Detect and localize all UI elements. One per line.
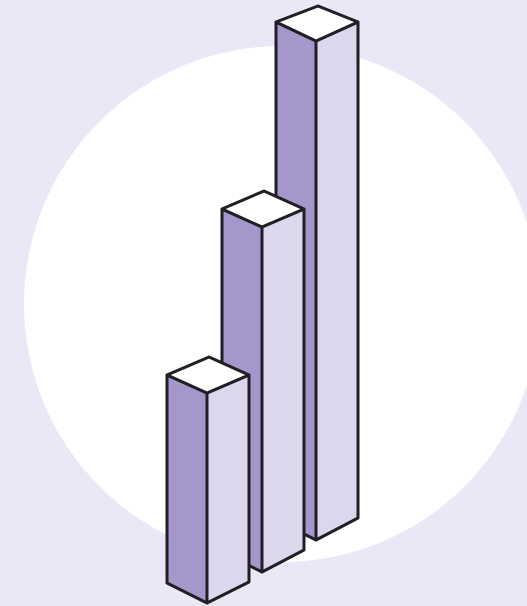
bar-side-right bbox=[205, 373, 251, 605]
bar-side-right bbox=[260, 207, 306, 574]
bar-top bbox=[220, 189, 306, 229]
bar-top bbox=[165, 355, 251, 395]
bar-side-right bbox=[314, 20, 360, 542]
bar-short bbox=[165, 355, 251, 605]
bar-top bbox=[274, 4, 360, 43]
bar-side-left bbox=[165, 373, 209, 605]
